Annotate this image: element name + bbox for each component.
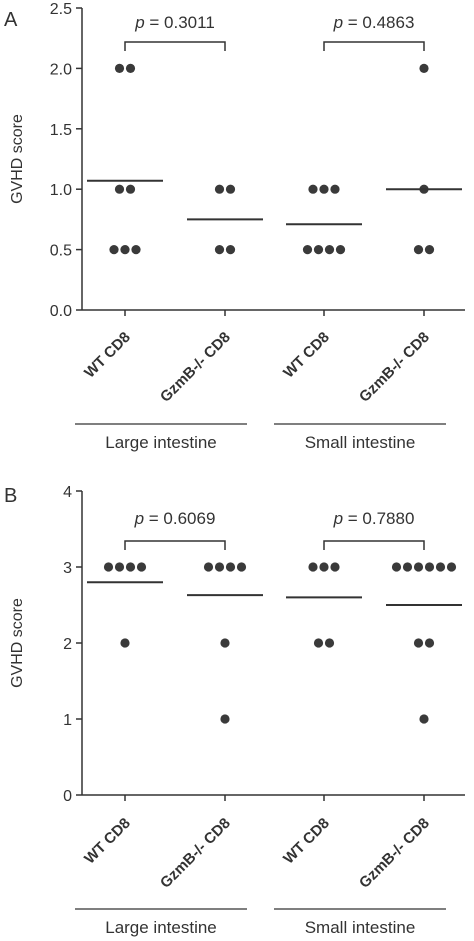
x-tick-label: WT CD8	[280, 815, 333, 868]
x-tick-label: WT CD8	[280, 329, 333, 382]
y-tick-label: 2.5	[50, 1, 72, 18]
data-point	[109, 245, 119, 255]
data-point	[125, 562, 136, 572]
p-value-label: p = 0.7880	[333, 509, 415, 528]
group-label: Small intestine	[305, 433, 416, 452]
y-tick-label: 1.5	[50, 122, 72, 139]
data-point	[220, 638, 230, 648]
x-tick-label: GzmB-/- CD8	[356, 329, 433, 406]
data-point	[335, 245, 346, 255]
y-tick-label: 0	[63, 788, 72, 805]
y-tick-label: 4	[63, 484, 72, 501]
data-point	[391, 562, 402, 572]
data-point	[330, 562, 340, 572]
data-point	[308, 562, 318, 572]
p-value-label: p = 0.6069	[134, 509, 216, 528]
p-value-label: p = 0.3011	[134, 13, 215, 32]
y-tick-label: 3	[63, 560, 72, 577]
data-point	[214, 562, 225, 572]
comparison-bracket	[323, 540, 425, 550]
y-tick-label: 1	[63, 712, 72, 729]
data-point	[220, 714, 230, 724]
data-point	[330, 184, 340, 194]
group-label: Large intestine	[105, 918, 217, 937]
data-point	[424, 562, 435, 572]
data-point	[424, 638, 435, 648]
y-tick-label: 1.0	[50, 182, 72, 199]
data-point	[125, 63, 136, 73]
group-label: Large intestine	[105, 433, 217, 452]
y-tick-label: 2	[63, 636, 72, 653]
chart-panel-A: A 0.0 0.5 1.0 1.5 2.0 2.5 GVHD score WT CD8 GzmB-…	[4, 1, 465, 452]
data-point	[419, 63, 429, 73]
data-point	[120, 638, 130, 648]
chart-panel-B: B 0 1 2 3 4 GVHD score WT CD8 GzmB-/- CD8 WT CD8 G…	[4, 484, 465, 937]
p-value-label: p = 0.4863	[333, 13, 415, 32]
data-point	[136, 562, 147, 572]
panel-label: A	[4, 9, 18, 31]
data-point	[435, 562, 446, 572]
y-tick-label: 0.5	[50, 243, 72, 260]
data-point	[302, 245, 313, 255]
data-point	[214, 184, 225, 194]
data-point	[413, 638, 424, 648]
data-point	[114, 63, 125, 73]
data-point	[203, 562, 214, 572]
x-tick-label: WT CD8	[81, 329, 134, 382]
data-point	[225, 184, 236, 194]
data-point	[419, 714, 429, 724]
data-point	[125, 184, 136, 194]
data-point	[446, 562, 457, 572]
y-axis-label: GVHD score	[9, 114, 26, 204]
comparison-bracket	[124, 540, 226, 550]
data-point	[131, 245, 141, 255]
data-point	[308, 184, 318, 194]
data-point	[114, 184, 125, 194]
x-tick-label: GzmB-/- CD8	[356, 815, 433, 892]
data-point	[324, 638, 335, 648]
x-tick-label: GzmB-/- CD8	[157, 329, 234, 406]
data-point	[413, 245, 424, 255]
comparison-bracket	[124, 41, 226, 51]
data-point	[236, 562, 247, 572]
panel-label: B	[4, 485, 17, 507]
data-point	[313, 245, 324, 255]
data-point	[120, 245, 130, 255]
x-tick-label: GzmB-/- CD8	[157, 815, 234, 892]
data-point	[225, 562, 236, 572]
data-point	[413, 562, 424, 572]
data-point	[114, 562, 125, 572]
y-axis-label: GVHD score	[9, 598, 26, 688]
data-point	[319, 184, 329, 194]
y-tick-label: 0.0	[50, 303, 72, 320]
comparison-bracket	[323, 41, 425, 51]
data-point	[214, 245, 225, 255]
data-point	[402, 562, 413, 572]
data-point	[424, 245, 435, 255]
group-label: Small intestine	[305, 918, 416, 937]
y-tick-label: 2.0	[50, 61, 72, 78]
data-point	[313, 638, 324, 648]
data-point	[225, 245, 236, 255]
data-point	[324, 245, 335, 255]
data-point	[319, 562, 329, 572]
data-point	[103, 562, 114, 572]
x-tick-label: WT CD8	[81, 815, 134, 868]
